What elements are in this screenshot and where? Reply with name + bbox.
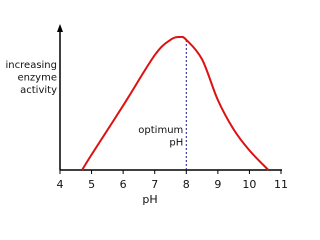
- x-tick-label: 11: [274, 178, 288, 191]
- x-tick-label: 8: [183, 178, 190, 191]
- annotation-text: optimum: [138, 125, 183, 136]
- x-axis-label: pH: [142, 193, 157, 206]
- activity-curve: [81, 35, 270, 171]
- x-tick-label: 5: [88, 178, 95, 191]
- x-tick-label: 9: [214, 178, 221, 191]
- y-axis-label: enzyme: [17, 73, 57, 84]
- x-tick-label: 7: [151, 178, 158, 191]
- y-axis-label: increasing: [6, 60, 57, 71]
- x-tick-label: 4: [57, 178, 64, 191]
- y-axis-arrow: [57, 24, 63, 32]
- x-tick-label: 10: [242, 178, 256, 191]
- page: pH 4 5 6 7 8 9 10 11 increasing enzyme activity opt…: [5, 24, 288, 206]
- y-axis-label: activity: [20, 85, 57, 96]
- annotation-text: pH: [169, 138, 183, 149]
- x-tick-label: 6: [120, 178, 127, 191]
